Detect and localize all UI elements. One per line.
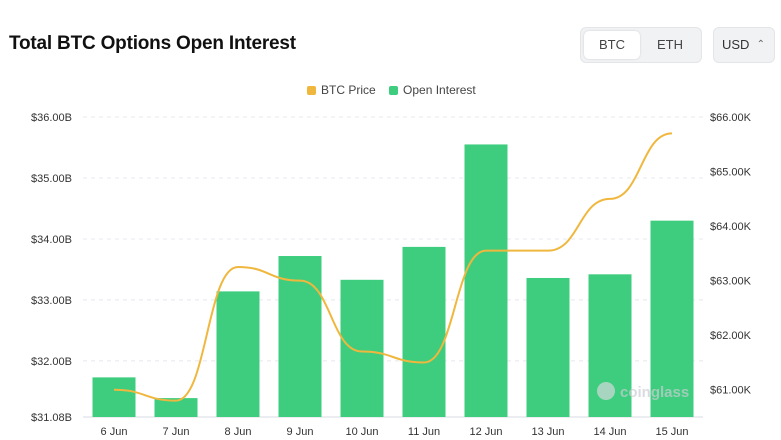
y-left-tick-label: $36.00B: [31, 112, 72, 124]
watermark-text: coinglass: [620, 384, 689, 401]
x-tick-label: 9 Jun: [287, 426, 314, 438]
currency-value: USD: [722, 37, 750, 52]
line-series: [113, 132, 673, 402]
x-tick-label: 14 Jun: [593, 426, 626, 438]
chart-legend: BTC Price Open Interest: [307, 83, 486, 97]
bar-open-interest-0: [92, 377, 136, 417]
legend-label-open-interest: Open Interest: [403, 83, 476, 97]
legend-item-btc-price[interactable]: BTC Price: [307, 83, 376, 97]
tab-eth[interactable]: ETH: [657, 37, 683, 52]
y-right-tick-label: $63.00K: [710, 276, 752, 288]
y-left-tick-label: $33.00B: [31, 295, 72, 307]
x-tick-label: 13 Jun: [531, 426, 564, 438]
y-left-tick-label: $32.00B: [31, 356, 72, 368]
bar-open-interest-9: [650, 220, 694, 417]
y-left-tick-label: $35.00B: [31, 173, 72, 185]
y-left-tick-label: $34.00B: [31, 234, 72, 246]
bar-series: [92, 144, 694, 417]
bar-open-interest-5: [402, 246, 446, 417]
currency-select[interactable]: USD ⌃: [713, 27, 775, 63]
y-right-tick-label: $64.00K: [710, 221, 752, 233]
legend-swatch-open-interest: [389, 86, 399, 95]
x-tick-label: 8 Jun: [225, 426, 252, 438]
asset-toggle: BTC ETH: [580, 27, 702, 63]
legend-swatch-btc-price: [307, 86, 316, 95]
bar-open-interest-6: [464, 144, 508, 417]
bar-open-interest-2: [216, 291, 260, 417]
tab-btc[interactable]: BTC: [584, 31, 640, 59]
bar-open-interest-3: [278, 256, 322, 417]
x-tick-label: 15 Jun: [655, 426, 688, 438]
chevron-updown-icon: ⌃: [756, 39, 765, 50]
page-title: Total BTC Options Open Interest: [9, 33, 296, 54]
x-tick-label: 12 Jun: [469, 426, 502, 438]
watermark: coinglass: [597, 382, 689, 401]
legend-label-btc-price: BTC Price: [321, 83, 376, 97]
legend-item-open-interest[interactable]: Open Interest: [389, 83, 476, 97]
y-right-tick-label: $66.00K: [710, 112, 752, 124]
y-right-tick-label: $62.00K: [710, 330, 752, 342]
bar-open-interest-7: [526, 277, 570, 417]
y-right-tick-label: $61.00K: [710, 385, 752, 397]
coinglass-logo-icon: [597, 382, 615, 400]
line-btc-price: [113, 132, 673, 402]
y-left-tick-label: $31.08B: [31, 412, 72, 424]
x-tick-label: 7 Jun: [163, 426, 190, 438]
bar-open-interest-4: [340, 279, 384, 417]
x-tick-label: 6 Jun: [101, 426, 128, 438]
x-tick-label: 11 Jun: [408, 426, 440, 438]
axis-ticks: $36.00B $35.00B $34.00B $33.00B $32.00B $31.0…: [31, 112, 752, 438]
y-right-tick-label: $65.00K: [710, 167, 752, 179]
x-tick-label: 10 Jun: [345, 426, 378, 438]
bar-open-interest-1: [154, 398, 198, 417]
